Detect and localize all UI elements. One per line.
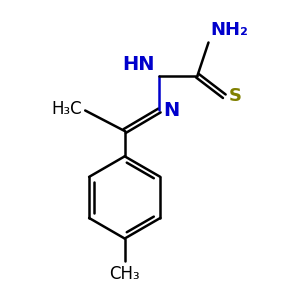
Text: S: S — [229, 87, 242, 105]
Text: HN: HN — [122, 55, 155, 74]
Text: H₃C: H₃C — [51, 100, 82, 118]
Text: NH₂: NH₂ — [210, 21, 248, 39]
Text: CH₃: CH₃ — [110, 266, 140, 284]
Text: N: N — [163, 101, 179, 120]
